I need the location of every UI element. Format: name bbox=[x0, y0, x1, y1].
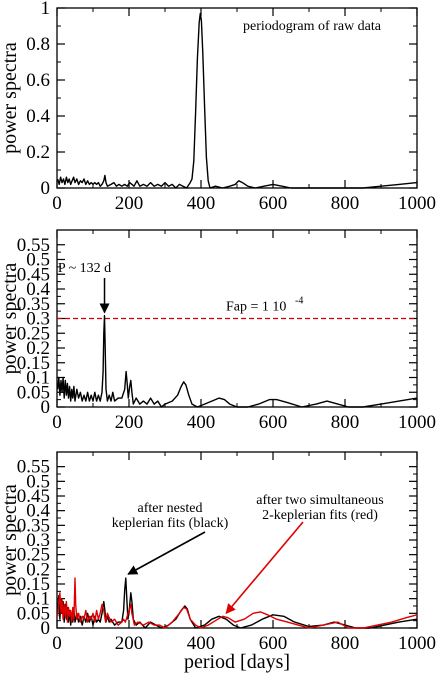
y-tick-label: 0.25 bbox=[17, 545, 50, 566]
y-tick-label: 0.55 bbox=[17, 235, 50, 256]
annotation-red-line1: after two simultaneous bbox=[256, 493, 384, 508]
y-tick-label: 0.8 bbox=[26, 34, 50, 55]
x-tick-label: 200 bbox=[115, 412, 144, 433]
peak-label: P ~ 132 d bbox=[58, 261, 111, 276]
x-tick-label: 800 bbox=[331, 412, 360, 433]
y-tick-label: 0.4 bbox=[26, 279, 50, 300]
x-tick-label: 600 bbox=[259, 633, 288, 654]
y-axis-label: power spectra bbox=[0, 484, 21, 596]
y-tick-label: 0.45 bbox=[17, 486, 50, 507]
plot-frame-top bbox=[56, 7, 418, 189]
black-annotation-arrow bbox=[127, 531, 206, 575]
y-tick-label: 0.35 bbox=[17, 294, 50, 315]
y-tick-label: 0.5 bbox=[26, 250, 50, 271]
annotation-black-line1: after nested bbox=[138, 501, 203, 516]
y-axis-label: power spectra bbox=[0, 42, 21, 154]
x-tick-label: 0 bbox=[52, 193, 62, 214]
red-annotation-arrow bbox=[225, 521, 304, 615]
series-line-top-0 bbox=[57, 12, 418, 189]
x-tick-label: 400 bbox=[187, 412, 216, 433]
y-tick-label: 0.4 bbox=[26, 501, 50, 522]
y-tick-label: 0.55 bbox=[17, 457, 50, 478]
x-tick-label: 600 bbox=[259, 412, 288, 433]
y-tick-label: 0.15 bbox=[17, 574, 50, 595]
y-tick-label: 0.1 bbox=[26, 368, 50, 389]
annotation-red-line2: 2-keplerian fits (red) bbox=[262, 508, 378, 523]
x-tick-label: 1000 bbox=[398, 412, 436, 433]
x-tick-label: 800 bbox=[331, 193, 360, 214]
series-line-bottom-0 bbox=[57, 577, 418, 629]
y-tick-label: 0.15 bbox=[17, 353, 50, 374]
y-tick-label: 0 bbox=[41, 178, 51, 199]
y-tick-label: 0.2 bbox=[26, 559, 50, 580]
fap-label: Fap = 1 10 bbox=[226, 300, 286, 315]
y-tick-label: 0.2 bbox=[26, 338, 50, 359]
fap-exponent: -4 bbox=[295, 296, 303, 307]
y-tick-label: 0.3 bbox=[26, 530, 50, 551]
x-tick-label: 200 bbox=[115, 633, 144, 654]
x-tick-label: 200 bbox=[115, 193, 144, 214]
y-axis-label: power spectra bbox=[0, 263, 21, 375]
y-tick-label: 0.4 bbox=[26, 106, 50, 127]
y-tick-label: 0.1 bbox=[26, 589, 50, 610]
x-tick-label: 600 bbox=[259, 193, 288, 214]
y-tick-label: 0.35 bbox=[17, 515, 50, 536]
y-tick-label: 0.2 bbox=[26, 142, 50, 163]
x-tick-label: 400 bbox=[187, 193, 216, 214]
y-tick-label: 0.45 bbox=[17, 264, 50, 285]
y-tick-label: 0.05 bbox=[17, 382, 50, 403]
y-tick-label: 0.05 bbox=[17, 603, 50, 624]
series-line-bottom-1 bbox=[57, 577, 418, 629]
series-line-middle-0 bbox=[57, 314, 418, 408]
y-tick-label: 0 bbox=[41, 618, 51, 639]
x-tick-label: 0 bbox=[52, 412, 62, 433]
y-tick-label: 0.6 bbox=[26, 70, 50, 91]
y-tick-label: 0.3 bbox=[26, 309, 50, 330]
x-tick-label: 1000 bbox=[398, 633, 436, 654]
x-tick-label: 400 bbox=[187, 633, 216, 654]
y-tick-label: 0.25 bbox=[17, 323, 50, 344]
y-tick-label: 0.5 bbox=[26, 471, 50, 492]
y-tick-label: 1 bbox=[41, 0, 51, 19]
y-tick-label: 0 bbox=[41, 397, 51, 418]
annotation-text: periodogram of raw data bbox=[243, 19, 382, 34]
x-tick-label: 1000 bbox=[398, 193, 436, 214]
x-axis-label: period [days] bbox=[184, 651, 290, 673]
x-tick-label: 0 bbox=[52, 633, 62, 654]
x-tick-label: 800 bbox=[331, 633, 360, 654]
annotation-black-line2: keplerian fits (black) bbox=[112, 516, 229, 531]
